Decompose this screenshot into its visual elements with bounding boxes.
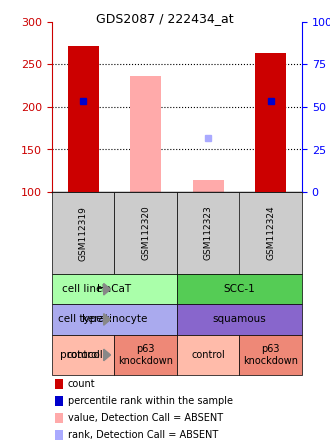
Text: control: control <box>191 350 225 360</box>
Text: squamous: squamous <box>213 314 266 325</box>
Bar <box>255 53 286 192</box>
Text: p63
knockdown: p63 knockdown <box>243 344 298 366</box>
Bar <box>68 46 99 192</box>
Text: HaCaT: HaCaT <box>97 284 132 294</box>
Text: GSM112320: GSM112320 <box>141 206 150 261</box>
Text: control: control <box>66 350 100 360</box>
Text: cell line: cell line <box>62 284 102 294</box>
Text: protocol: protocol <box>59 350 102 360</box>
Text: percentile rank within the sample: percentile rank within the sample <box>68 396 233 406</box>
Bar <box>130 76 161 192</box>
Polygon shape <box>104 349 111 361</box>
Text: count: count <box>68 379 95 389</box>
Text: GSM112324: GSM112324 <box>266 206 275 260</box>
Text: value, Detection Call = ABSENT: value, Detection Call = ABSENT <box>68 413 223 423</box>
Text: p63
knockdown: p63 knockdown <box>118 344 173 366</box>
Polygon shape <box>104 283 111 295</box>
Bar <box>193 180 224 192</box>
Text: keratinocyte: keratinocyte <box>82 314 147 325</box>
Text: cell type: cell type <box>58 314 102 325</box>
Text: GDS2087 / 222434_at: GDS2087 / 222434_at <box>96 12 234 25</box>
Text: SCC-1: SCC-1 <box>224 284 255 294</box>
Text: rank, Detection Call = ABSENT: rank, Detection Call = ABSENT <box>68 430 218 440</box>
Text: GSM112323: GSM112323 <box>204 206 213 261</box>
Polygon shape <box>104 313 111 325</box>
Text: GSM112319: GSM112319 <box>79 206 88 261</box>
